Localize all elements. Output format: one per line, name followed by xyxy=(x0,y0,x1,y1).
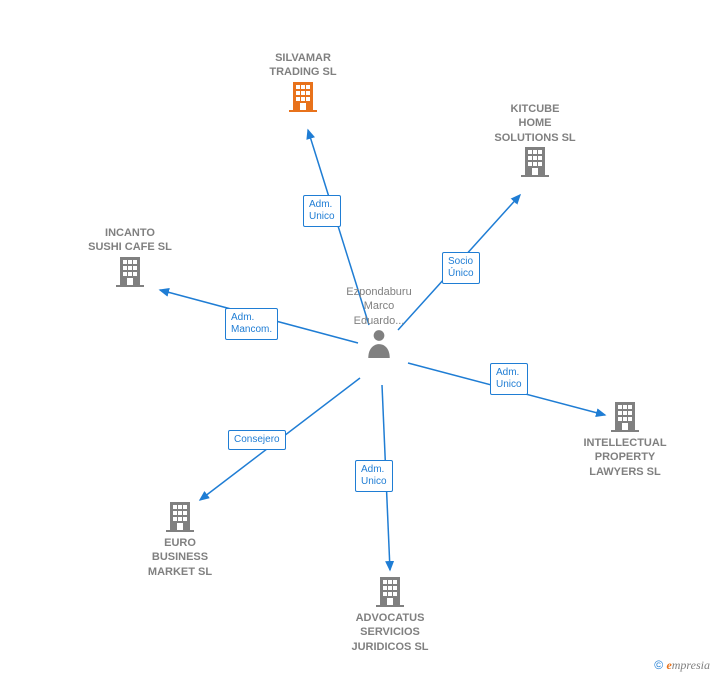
company-node-ipl: INTELLECTUAL PROPERTY LAWYERS SL xyxy=(565,400,685,479)
edge-label: Adm. Unico xyxy=(303,195,341,227)
company-node-advocatus: ADVOCATUS SERVICIOS JURIDICOS SL xyxy=(330,575,450,654)
edge-label: Consejero xyxy=(228,430,286,450)
building-icon xyxy=(116,255,144,287)
building-icon xyxy=(376,575,404,607)
company-label: ADVOCATUS SERVICIOS JURIDICOS SL xyxy=(330,611,450,654)
edge-label: Adm. Unico xyxy=(490,363,528,395)
center-person-node: Ezpondaburu Marco Eduardo... xyxy=(339,285,419,358)
company-label: INTELLECTUAL PROPERTY LAWYERS SL xyxy=(565,436,685,479)
building-icon xyxy=(166,500,194,532)
network-diagram: SILVAMAR TRADING SL KITCUBE HOME SOLUTION… xyxy=(0,0,728,685)
brand-rest: mpresia xyxy=(672,658,710,672)
building-icon xyxy=(611,400,639,432)
building-icon xyxy=(289,80,317,112)
company-label: INCANTO SUSHI CAFE SL xyxy=(70,226,190,255)
edge-label: Adm. Mancom. xyxy=(225,308,278,340)
center-person-label: Ezpondaburu Marco Eduardo... xyxy=(339,285,419,328)
company-node-silvamar: SILVAMAR TRADING SL xyxy=(243,51,363,116)
building-icon xyxy=(521,145,549,177)
company-label: EURO BUSINESS MARKET SL xyxy=(120,536,240,579)
person-icon xyxy=(366,328,392,358)
company-node-kitcube: KITCUBE HOME SOLUTIONS SL xyxy=(475,102,595,181)
edge-label: Socio Único xyxy=(442,252,480,284)
company-node-euro: EURO BUSINESS MARKET SL xyxy=(120,500,240,579)
company-label: KITCUBE HOME SOLUTIONS SL xyxy=(475,102,595,145)
edge-label: Adm. Unico xyxy=(355,460,393,492)
copyright-symbol: © xyxy=(654,658,663,672)
company-node-incanto: INCANTO SUSHI CAFE SL xyxy=(70,226,190,291)
company-label: SILVAMAR TRADING SL xyxy=(243,51,363,80)
copyright: © empresia xyxy=(654,658,710,673)
